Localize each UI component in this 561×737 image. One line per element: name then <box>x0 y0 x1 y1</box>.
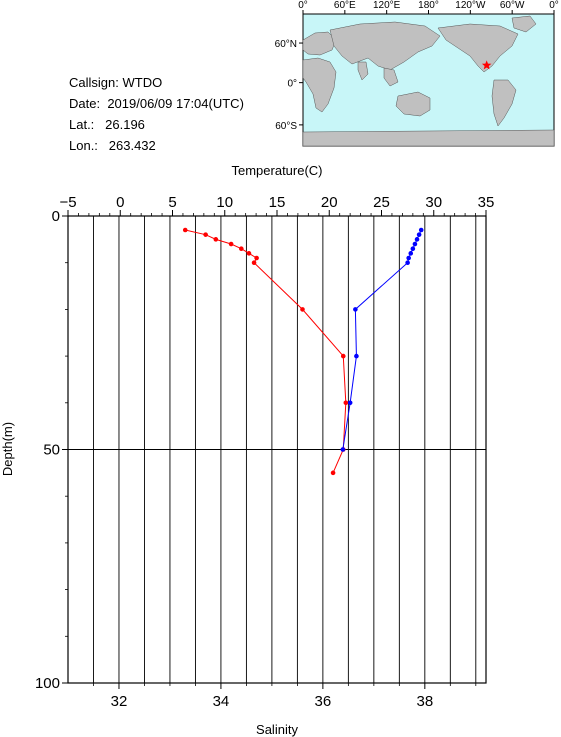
world-map: 0° 60°E 120°E 180° 120°W 60°W 0° 60°N 0° 60°S <box>275 0 559 146</box>
temperature-data-point <box>417 232 422 237</box>
salinity-data-point <box>214 237 219 242</box>
temperature-data-point <box>353 307 358 312</box>
salinity-data-point <box>239 246 244 251</box>
temperature-tick-label: 10 <box>216 194 233 211</box>
salinity-data-point <box>300 307 305 312</box>
depth-axis-title: Depth(m) <box>0 422 15 476</box>
salinity-profile-line <box>185 230 346 473</box>
salinity-tick-label: 36 <box>315 693 332 710</box>
salinity-tick-label: 38 <box>416 693 433 710</box>
temperature-tick-label: 15 <box>269 194 286 211</box>
temperature-tick-label: 30 <box>425 194 442 211</box>
temperature-data-point <box>408 251 413 256</box>
temperature-tick-label: 25 <box>373 194 390 211</box>
map-left-tick-label: 60°S <box>275 121 297 132</box>
map-left-ticks: 60°N 0° 60°S <box>275 39 303 132</box>
series-layer <box>183 228 424 475</box>
salinity-data-point <box>341 354 346 359</box>
depth-tick-label: 100 <box>35 675 60 692</box>
temperature-ticks: −5 0 5 10 15 20 25 30 35 <box>59 194 494 216</box>
map-left-tick-label: 60°N <box>275 39 297 50</box>
map-top-ticks: 0° 60°E 120°E 180° 120°W 60°W 0° <box>298 0 559 14</box>
salinity-data-point <box>331 471 336 476</box>
map-top-tick-label: 0° <box>298 0 308 11</box>
temperature-tick-label: 20 <box>321 194 338 211</box>
temperature-data-point <box>419 228 424 233</box>
map-top-tick-label: 180° <box>418 0 439 11</box>
map-top-tick-label: 60°W <box>500 0 525 11</box>
map-left-tick-label: 0° <box>287 79 297 90</box>
salinity-tick-label: 32 <box>111 693 128 710</box>
salinity-data-point <box>254 256 259 261</box>
temperature-tick-label: 0 <box>116 194 124 211</box>
depth-tick-label: 0 <box>52 208 60 225</box>
temperature-data-point <box>406 256 411 261</box>
temperature-data-point <box>405 260 410 265</box>
salinity-data-point <box>183 228 188 233</box>
map-top-tick-label: 0° <box>549 0 559 11</box>
temperature-data-point <box>413 242 418 247</box>
salinity-data-point <box>229 242 234 247</box>
depth-ticks: 0 50 100 <box>35 208 68 692</box>
temperature-data-point <box>411 246 416 251</box>
temperature-axis-title: Temperature(C) <box>231 163 322 178</box>
horizontal-gridlines <box>68 216 486 683</box>
salinity-data-point <box>344 401 349 406</box>
temperature-tick-label: 5 <box>168 194 176 211</box>
temperature-data-point <box>341 447 346 452</box>
temperature-data-point <box>415 237 420 242</box>
salinity-axis-title: Salinity <box>256 722 298 737</box>
salinity-tick-label: 34 <box>213 693 230 710</box>
salinity-data-point <box>247 251 252 256</box>
temperature-tick-label: 35 <box>478 194 495 211</box>
temperature-data-point <box>348 401 353 406</box>
map-top-tick-label: 60°E <box>334 0 356 11</box>
map-top-tick-label: 120°E <box>373 0 401 11</box>
salinity-ticks: 32 34 36 38 <box>93 683 475 710</box>
depth-tick-label: 50 <box>43 442 60 459</box>
salinity-data-point <box>203 232 208 237</box>
temperature-tick-label: −5 <box>59 194 76 211</box>
temperature-data-point <box>354 354 359 359</box>
salinity-data-point <box>252 260 257 265</box>
map-top-tick-label: 120°W <box>455 0 486 11</box>
antarctica-shape <box>303 130 554 146</box>
